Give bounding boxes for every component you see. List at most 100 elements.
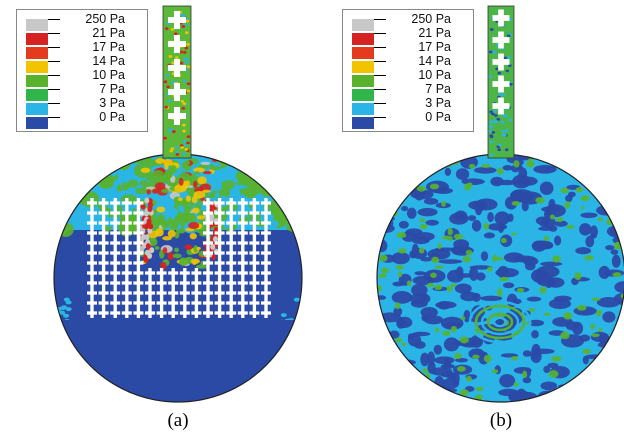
pressure-blob-hot [172,253,182,259]
pressure-blob-edge [148,223,154,230]
pressure-blob-low [410,299,428,308]
pressure-blob [256,161,273,171]
pressure-blob-low [543,365,551,374]
pressure-blob-green [573,162,578,169]
pressure-blob-green [486,266,493,272]
legend-swatch [352,19,374,31]
pressure-blob-low [579,334,591,342]
legend-swatch [26,47,48,59]
lattice-cross [98,228,109,238]
pressure-blob [68,219,84,228]
pressure-blob-low [531,350,540,358]
lattice-cross [133,238,144,248]
lattice-cross [191,298,202,309]
pressure-blob-green [602,175,612,183]
pressure-blob-green [404,181,413,188]
channel-blob [174,56,179,60]
pressure-blob-green [552,255,561,263]
pressure-blob-low [598,363,608,374]
pressure-blob [228,154,238,161]
pressure-blob-green [393,174,401,181]
channel-blob [168,55,173,58]
channel-blob [490,140,494,144]
legend-b: 250 Pa 21 Pa 17 Pa 14 Pa 10 Pa 7 Pa 3 Pa 0 Pa [342,9,474,132]
channel-blob [182,152,186,156]
pressure-blob-green [587,374,596,381]
pressure-blob-low [547,362,559,369]
pressure-blob-edge [146,218,152,225]
pressure-blob-hot [162,236,172,241]
pressure-blob-green [431,256,440,264]
pressure-blob-low [405,228,423,236]
lattice-cross [133,288,144,299]
pressure-blob-low [411,236,430,245]
pressure-blob-hot [167,229,176,238]
pressure-blob [294,217,302,227]
pressure-blob-low [483,232,496,239]
pressure-blob-low [443,322,463,329]
channel-blob [488,50,493,54]
pressure-blob-low [423,315,444,325]
lattice-cross [110,208,121,218]
pressure-blob-low [391,252,410,265]
lattice-cross [133,248,144,258]
lattice-cross [98,288,109,299]
legend-tick [374,89,386,90]
channel-blob [186,135,191,139]
pressure-blob-hot [202,189,211,193]
legend-label: 250 Pa [411,12,451,26]
lattice-cross [110,308,121,319]
pressure-blob-green [522,370,528,379]
lattice-cross [98,218,109,228]
lattice-cross [214,198,225,208]
channel-blob [184,46,189,50]
center-ring [486,312,514,332]
pressure-blob-green [422,367,428,374]
pressure-blob [80,171,98,188]
channel-blob [182,123,186,127]
lattice-cross [110,198,121,208]
lattice-cross [133,298,144,309]
lattice-cross [168,268,179,279]
lattice-cross [179,278,190,289]
pressure-blob-low [433,344,442,355]
pressure-blob [261,154,279,165]
lattice-cross [98,248,109,258]
pressure-blob-green [472,354,480,360]
pressure-blob-low [401,385,417,393]
lattice-cross [145,288,155,299]
pressure-blob-green [603,351,613,355]
pressure-blob-hot [160,261,167,270]
lattice-cross [261,298,272,309]
pressure-blob-low [616,193,624,203]
lattice-cross [249,248,260,258]
lattice-cross [87,308,98,319]
lattice-cross [203,258,213,269]
pressure-blob-low [540,261,563,267]
pressure-blob-low [614,324,624,338]
lattice-cross [110,218,121,228]
pressure-blob [252,167,260,172]
channel-blob [501,129,505,133]
pressure-blob-low [598,353,623,360]
pressure-blob [61,194,74,206]
pressure-blob-green [580,195,590,202]
channel-cross [168,83,186,101]
channel-blob [169,149,173,153]
pressure-blob-low [588,377,602,385]
lattice-cross [87,298,98,309]
pressure-blob-low [494,211,510,226]
pressure-blob [291,217,302,225]
channel-blob [489,153,494,157]
pressure-blob-green [447,227,453,236]
lattice-cross [249,278,260,289]
pressure-blob [274,187,283,194]
pressure-blob-green [580,206,585,210]
lattice-cross [214,288,225,299]
pressure-blob-rim [59,310,66,315]
pressure-blob [239,188,248,195]
pressure-blob-low [423,198,439,205]
pressure-blob-green [409,373,418,377]
pressure-blob-low [460,291,478,302]
pressure-blob-low [454,210,468,221]
